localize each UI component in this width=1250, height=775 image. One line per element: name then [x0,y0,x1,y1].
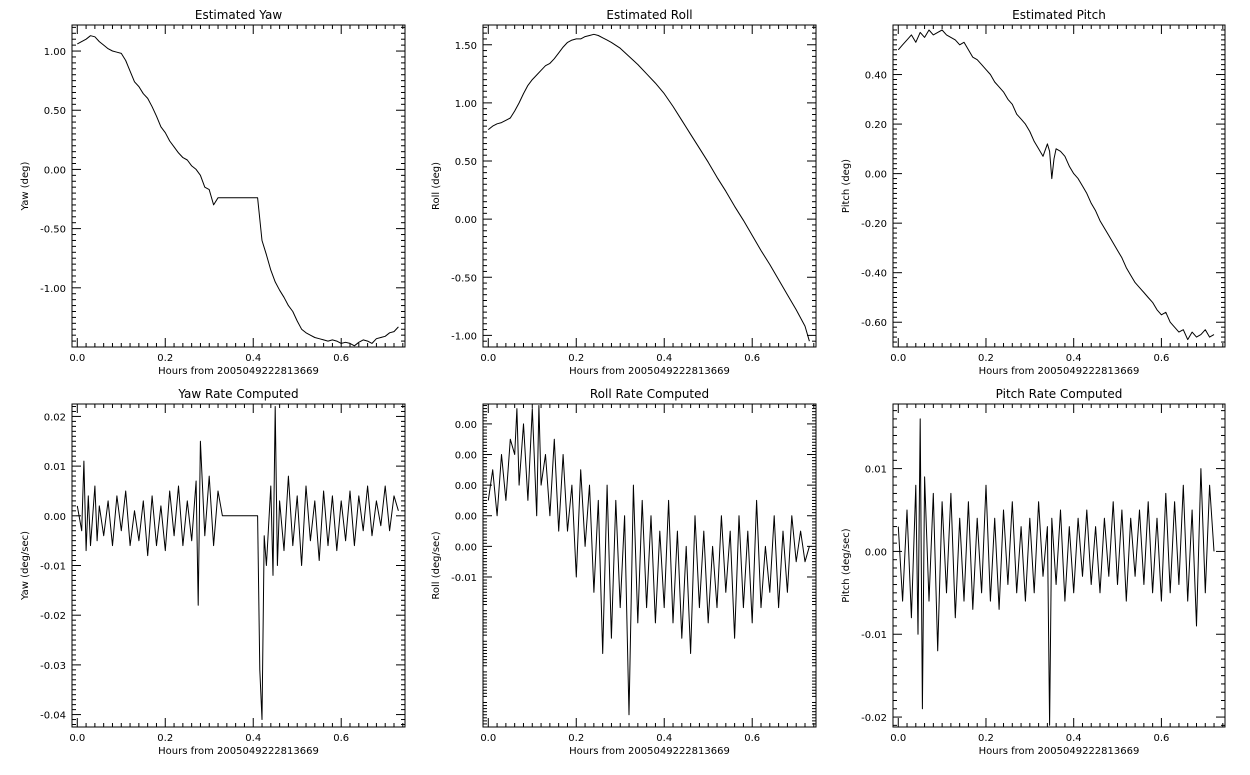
y-tick-label: 0.50 [455,157,477,168]
y-tick-label: -0.02 [861,713,887,724]
y-tick-label: 0.00 [455,542,477,553]
y-tick-label: 0.40 [865,71,887,82]
y-tick-label: -0.20 [861,219,887,230]
series-line [897,418,1215,726]
series-line [76,406,399,720]
y-tick-label: 0.50 [44,106,66,117]
y-tick-label: 0.00 [455,481,477,492]
x-tick-label: 0.4 [656,353,672,364]
x-tick-label: 0.2 [568,733,584,744]
x-tick-label: 0.0 [480,353,496,364]
y-tick-label: -0.01 [40,562,66,573]
chart-panel: Yaw Rate Computed 0.0 0.2 0.4 0.6 0.02 0.01 0.0… [20,387,406,757]
x-tick-label: 0.0 [69,733,85,744]
y-tick-label: -0.50 [40,225,66,236]
x-tick-label: 0.2 [157,733,173,744]
y-tick-label: 0.00 [865,170,887,181]
x-axis-label: Hours from 2005049222813669 [569,366,730,377]
y-tick-label: -0.01 [861,630,887,641]
x-tick-label: 0.2 [157,353,173,364]
x-tick-label: 0.4 [1066,733,1082,744]
y-tick-label: 0.00 [455,215,477,226]
plot-frame [71,403,406,728]
x-tick-label: 0.0 [890,733,906,744]
series-line [897,29,1215,341]
y-tick-label: 0.20 [865,120,887,131]
plot-frame [892,24,1226,348]
series-line [487,33,810,342]
x-tick-label: 0.6 [1153,733,1169,744]
y-axis-label: Roll (deg) [431,162,442,210]
y-tick-label: 0.01 [44,462,66,473]
x-tick-label: 0.4 [245,353,261,364]
y-tick-label: 0.00 [44,512,66,523]
x-axis-label: Hours from 2005049222813669 [979,746,1140,757]
x-tick-label: 0.0 [890,353,906,364]
plot-frame [482,24,817,348]
x-axis-label: Hours from 2005049222813669 [979,366,1140,377]
y-axis-label: Roll (deg/sec) [431,531,442,599]
y-tick-label: -1.00 [40,284,66,295]
chart-title: Estimated Pitch [1012,8,1106,22]
x-axis-label: Hours from 2005049222813669 [158,366,319,377]
y-axis-label: Yaw (deg/sec) [20,531,31,601]
y-tick-label: -1.00 [451,331,477,342]
x-tick-label: 0.6 [744,353,760,364]
x-tick-label: 0.6 [333,733,349,744]
y-tick-label: -0.40 [861,269,887,280]
x-tick-label: 0.4 [1066,353,1082,364]
y-axis-label: Yaw (deg) [20,161,31,211]
y-tick-label: -0.03 [40,661,66,672]
chart-panel: Estimated Yaw 0.0 0.2 0.4 0.6 1.00 0.50 0.00 -0.… [20,8,406,377]
x-tick-label: 0.6 [1153,353,1169,364]
plot-frame [892,403,1226,728]
x-tick-label: 0.6 [744,733,760,744]
y-tick-label: 1.00 [44,47,66,58]
chart-title: Pitch Rate Computed [996,387,1123,401]
chart-title: Yaw Rate Computed [177,387,298,401]
y-tick-label: -0.02 [40,611,66,622]
x-tick-label: 0.4 [245,733,261,744]
x-tick-label: 0.0 [69,353,85,364]
y-tick-label: 0.00 [44,165,66,176]
y-tick-label: 0.00 [455,451,477,462]
series-line [487,405,810,716]
plot-frame [482,403,817,728]
y-tick-label: -0.50 [451,273,477,284]
y-tick-label: 0.00 [455,420,477,431]
chart-title: Estimated Yaw [195,8,282,22]
y-tick-label: -0.04 [40,711,66,722]
x-tick-label: 0.4 [656,733,672,744]
x-tick-label: 0.6 [333,353,349,364]
y-tick-label: 0.00 [865,547,887,558]
chart-title: Estimated Roll [606,8,692,22]
y-tick-label: 0.02 [44,412,66,423]
chart-panel: Estimated Roll 0.0 0.2 0.4 0.6 1.50 1.00 0.50 0.… [431,8,817,377]
x-tick-label: 0.0 [480,733,496,744]
chart-title: Roll Rate Computed [590,387,709,401]
x-axis-label: Hours from 2005049222813669 [158,746,319,757]
x-tick-label: 0.2 [978,353,994,364]
chart-panel: Roll Rate Computed 0.0 0.2 0.4 0.6 0.00 0.00 0.… [431,387,817,757]
x-axis-label: Hours from 2005049222813669 [569,746,730,757]
chart-panel: Pitch Rate Computed 0.0 0.2 0.4 0.6 0.01 0.00 -… [841,387,1226,757]
y-axis-label: Pitch (deg/sec) [841,528,852,603]
y-tick-label: 1.50 [455,41,477,52]
x-tick-label: 0.2 [568,353,584,364]
y-axis-label: Pitch (deg) [841,159,852,213]
plot-frame [71,24,406,348]
x-tick-label: 0.2 [978,733,994,744]
y-tick-label: -0.01 [451,573,477,584]
y-tick-label: 1.00 [455,99,477,110]
y-tick-label: 0.00 [455,512,477,523]
y-tick-label: 0.01 [865,465,887,476]
y-tick-label: -0.60 [861,318,887,329]
series-line [77,35,399,347]
chart-panel: Estimated Pitch 0.0 0.2 0.4 0.6 0.40 0.20 0.00 -… [841,8,1226,377]
